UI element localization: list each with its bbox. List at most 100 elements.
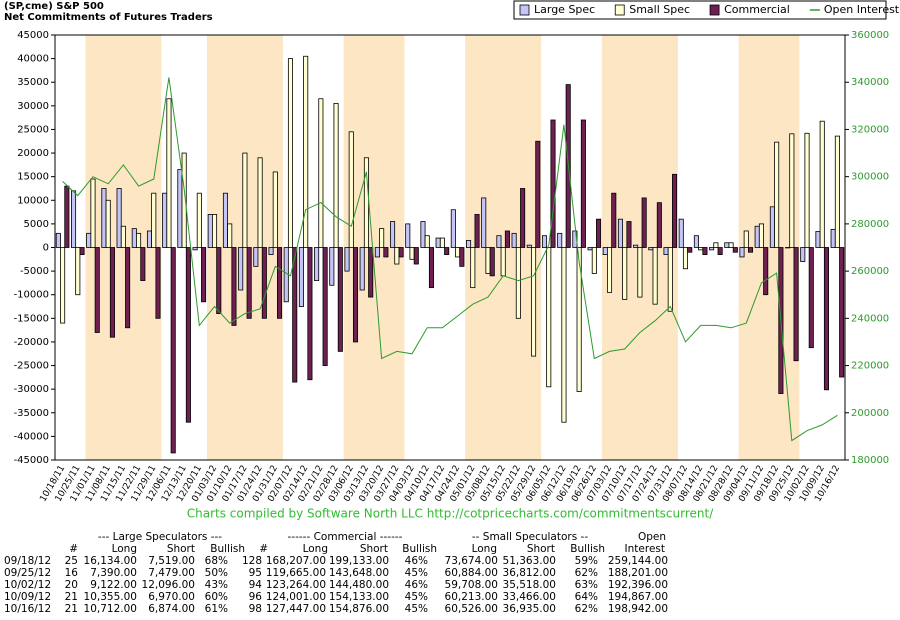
table-column-header: Long (303, 543, 328, 555)
bar (257, 157, 263, 248)
bar (192, 247, 198, 251)
table-cell: 7,479.00 (148, 567, 195, 579)
table-cell: 9,122.00 (90, 579, 137, 591)
bar (789, 133, 795, 248)
table-cell: 194,867.00 (608, 591, 668, 603)
legend-label: Commercial (724, 3, 790, 16)
y2-tick-label: 360000 (851, 30, 889, 41)
table-cell: 64% (575, 591, 598, 603)
table-cell: 09/25/12 (4, 567, 51, 579)
bar (120, 225, 126, 248)
chart-title: (SP,cme) S&P 500 (4, 1, 104, 12)
bar (398, 247, 404, 258)
bar (637, 247, 643, 298)
table-cell: 7,390.00 (90, 567, 137, 579)
table-cell: 09/18/12 (4, 555, 51, 567)
bar (535, 140, 541, 248)
bar (201, 247, 207, 303)
bar (808, 247, 814, 349)
bar (626, 221, 632, 248)
bar (109, 247, 115, 338)
bar (546, 247, 552, 388)
bar (125, 247, 131, 329)
y-tick-label: -35000 (14, 408, 49, 419)
bar (75, 247, 81, 296)
y-tick-label: 30000 (17, 101, 49, 112)
bar (531, 247, 537, 357)
table-group-header: ------ Commercial ------ (288, 531, 403, 543)
table-column-header: Short (527, 543, 555, 555)
table-column-header: Short (167, 543, 195, 555)
table-cell: 45% (405, 567, 428, 579)
bar (774, 141, 780, 248)
chart-subtitle: Net Commitments of Futures Traders (4, 12, 213, 23)
bar (474, 214, 480, 248)
bar (383, 247, 389, 258)
bar (246, 247, 252, 319)
bar (606, 247, 613, 293)
bar (496, 235, 502, 248)
bar (466, 240, 472, 248)
bar (656, 202, 662, 248)
table-column-header: # (69, 543, 78, 555)
table-cell: 124,001.00 (266, 591, 326, 603)
bar (277, 247, 283, 319)
y-tick-label: -20000 (14, 337, 49, 348)
bar (648, 247, 654, 251)
bar (359, 247, 365, 291)
table-cell: 60,526.00 (445, 603, 498, 615)
bar (435, 237, 441, 248)
y-tick-label: 40000 (17, 54, 49, 65)
y-tick-label: 20000 (17, 148, 49, 159)
bar (580, 119, 586, 248)
bar (819, 120, 825, 248)
bar (633, 244, 639, 248)
bar (587, 247, 593, 251)
y2-tick-label: 200000 (851, 408, 889, 419)
y-tick-label: -5000 (20, 266, 49, 277)
bar (303, 55, 309, 248)
table-cell: 59,708.00 (445, 579, 498, 591)
bar (823, 247, 829, 391)
table-cell: 98 (249, 603, 262, 615)
table-cell: 168,207.00 (266, 555, 326, 567)
bar (60, 247, 66, 324)
y-tick-label: 45000 (17, 30, 49, 41)
bar (318, 98, 324, 248)
table-cell: 6,970.00 (148, 591, 195, 603)
y-tick-label: 5000 (24, 219, 49, 230)
table-cell: 10/09/12 (4, 591, 51, 603)
table-cell: 45% (405, 603, 428, 615)
y-tick-label: -25000 (14, 361, 49, 372)
table-cell: 12,096.00 (142, 579, 195, 591)
bar (105, 199, 111, 248)
table-cell: 10,712.00 (84, 603, 137, 615)
bar (207, 214, 213, 248)
bar (374, 247, 380, 258)
table-column-header: Bullish (210, 543, 245, 555)
y-tick-label: -40000 (14, 431, 49, 442)
bar (717, 247, 723, 255)
table-cell: 25 (65, 555, 78, 567)
bar (268, 247, 274, 255)
table-column-header: Long (112, 543, 137, 555)
bar (261, 247, 267, 319)
bar (337, 247, 343, 352)
bar (754, 225, 760, 248)
table-cell: 7,519.00 (148, 555, 195, 567)
bar (693, 235, 699, 248)
bar (136, 232, 142, 248)
bar (652, 247, 658, 305)
bar (101, 188, 107, 248)
bar (287, 58, 294, 248)
bar (409, 247, 415, 260)
table-cell: 259,144.00 (608, 555, 668, 567)
table-cell: 61% (205, 603, 228, 615)
bar (379, 228, 385, 248)
bar (424, 235, 430, 248)
bar (611, 192, 617, 248)
table-cell: 46% (405, 579, 428, 591)
bar (162, 192, 168, 248)
bar (591, 247, 597, 274)
